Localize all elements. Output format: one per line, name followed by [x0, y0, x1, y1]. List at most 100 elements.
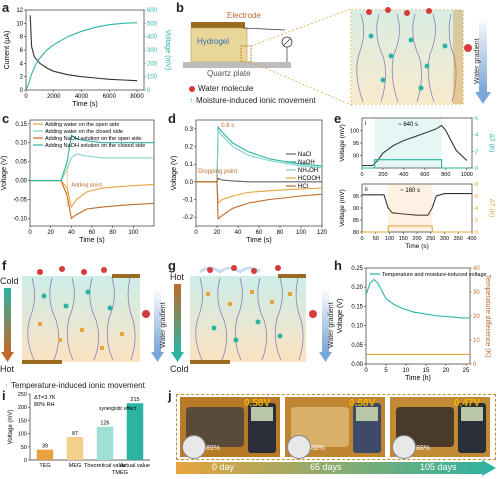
- photo-day-65: 88% 0.58V: [285, 397, 385, 459]
- x-tick-label-d: 20: [214, 230, 221, 236]
- y2-tick-label-a: 600: [147, 8, 158, 14]
- label-water-gradient-g: Water gradient: [328, 302, 335, 348]
- y2-tick-label-a: 0: [147, 88, 151, 94]
- temperature-arrow-f: [4, 288, 11, 352]
- y-tick-label-h: 0.10: [351, 324, 363, 330]
- y-tick-label-d: 0.0: [185, 180, 194, 186]
- water-gradient-arrow-g: [322, 288, 329, 352]
- y-tick-label-a: 8: [20, 35, 24, 41]
- y2-tick-label-e_i: 6: [475, 116, 478, 122]
- label-water-gradient-f: Water gradient: [160, 302, 167, 348]
- x-tick-label-e_ii: 250: [426, 236, 435, 242]
- electron-icon-g: [309, 310, 317, 318]
- y-tick-label-d: 0.3: [185, 127, 194, 133]
- x-axis-label-h: Time (h): [405, 375, 431, 382]
- y-tick-label-c: -0.10: [13, 216, 27, 222]
- x-tick-label-e_ii: 350: [454, 236, 463, 242]
- panel-label-a: a: [2, 0, 10, 15]
- annotation-dropping-point: Dropping point: [198, 169, 237, 175]
- hydrogel-region-f: [22, 276, 140, 362]
- series-line-h-0: [365, 278, 470, 319]
- x-axis-label-c: Time (s): [79, 237, 104, 244]
- y-tick-label-a: 10: [16, 21, 23, 27]
- legend-water-molecule: Water molecule: [189, 84, 253, 93]
- y2-axis-label-a: Voltage (mV): [164, 30, 171, 70]
- plot-frame-a: [25, 9, 145, 91]
- label-hot-f: Hot: [0, 364, 15, 374]
- voltage-reading-2: 0.47V: [454, 398, 481, 409]
- panel-label-g: g: [168, 258, 176, 273]
- x-tick-label-e_i: 200: [378, 172, 387, 178]
- bar-0: [36, 449, 54, 460]
- label-cold-g: Cold: [170, 364, 189, 374]
- y-tick-label-h: 0.20: [351, 285, 363, 291]
- legend-label-d: NaOH: [298, 160, 315, 166]
- panel-label-c: c: [2, 111, 10, 126]
- y-axis-label-a: Current (μA): [4, 31, 11, 70]
- label-hot-g: Hot: [170, 272, 185, 282]
- category-label: MEG: [69, 463, 82, 469]
- y-tick-label-e_i: 95: [353, 141, 359, 147]
- x-tick-label-c: 100: [128, 230, 139, 236]
- label-cold-f: Cold: [0, 276, 19, 286]
- chart-c: 0 20 40 60 80 100 -0.10 -0.05 0.00 0.05 0.10 0.15 Ti…: [1, 119, 155, 244]
- y-axis-label-e_i: Voltage (mV): [339, 124, 346, 162]
- y-tick-label-e_i: 90: [353, 154, 359, 160]
- y2-tick-label-e_i: 4: [475, 133, 478, 139]
- y-tick-label-i: 200: [18, 405, 27, 411]
- multimeter: [248, 403, 276, 453]
- x-tick-label-h: 0: [364, 368, 368, 374]
- x-tick-label-d: 40: [235, 230, 242, 236]
- x-tick-label-e_ii: 200: [412, 236, 421, 242]
- y2-tick-label-e_i: 2: [475, 149, 478, 155]
- y-tick-label-h: 0.25: [351, 266, 363, 272]
- humidity-gauge: [392, 435, 416, 459]
- y-tick-label-i: 150: [18, 418, 27, 424]
- humidity-gauge: [287, 435, 311, 459]
- x-axis-label-e_ii: Time (s): [405, 243, 429, 250]
- bar-value-label: 39: [42, 444, 48, 450]
- x-tick-label-e_ii: 300: [440, 236, 449, 242]
- label-electrode: Electrode: [227, 11, 261, 20]
- voltage-reading-1: 0.58V: [349, 398, 376, 409]
- hydrogel-block: [190, 27, 248, 63]
- y2-tick-label-h: 20: [473, 314, 480, 320]
- moisture-ions-f: [41, 289, 113, 311]
- water-molecules-f: [37, 266, 107, 275]
- water-gradient-arrow-f: [154, 288, 161, 352]
- chart-i: 0 50 100 150 200 250 Voltage (mV) 39 TEG 87 MEG 126…: [8, 392, 150, 476]
- label-water-gradient-b: Water gradient: [474, 38, 481, 84]
- category-label: TEG: [39, 463, 50, 469]
- y2-tick-label-a: 100: [147, 75, 158, 81]
- electrode-top: [191, 22, 245, 28]
- x-tick-label-e_i: 600: [420, 172, 429, 178]
- x-tick-label-e_i: 400: [399, 172, 408, 178]
- legend-label-d: NaCl: [298, 152, 311, 158]
- y-tick-label-d: -0.1: [183, 198, 194, 204]
- highlight-band-e-ii: [388, 184, 433, 232]
- humidity-reading-1: 88%: [311, 445, 326, 452]
- y2-tick-label-e_ii: 2: [475, 218, 478, 224]
- label-quartz: Quartz plate: [207, 69, 251, 78]
- y2-axis-label-e_i: ΔT (K): [488, 134, 495, 153]
- y-tick-label-a: 6: [20, 48, 24, 54]
- voltage-reading-0: 0.58V: [244, 398, 271, 409]
- legend-label-h: Temperature and moisture-induced voltage: [382, 272, 487, 278]
- y-tick-label-i: 100: [18, 432, 27, 438]
- electron-icon: [464, 44, 472, 52]
- x-tick-label-h: 5: [384, 368, 388, 374]
- schematic-g: Hot Cold Water gradient: [170, 262, 338, 380]
- series-line-c-0: [30, 180, 155, 209]
- y-tick-label-e_i: 100: [350, 129, 359, 135]
- schematic-b-drawing: [183, 7, 491, 107]
- legend-label-c: Adding water on the open side: [45, 122, 119, 128]
- series-line-d-4: [196, 181, 323, 221]
- panel-label-h: h: [334, 258, 342, 273]
- x-tick-label-h: 15: [423, 368, 430, 374]
- y-tick-label-a: 2: [20, 75, 24, 81]
- bar-2: [96, 426, 114, 460]
- y2-tick-label-e_ii: 0: [475, 230, 478, 236]
- photo-frame: [176, 394, 496, 460]
- y-axis-label-e_ii: Voltage (mV): [339, 189, 346, 227]
- x-tick-label-c: 60: [89, 230, 96, 236]
